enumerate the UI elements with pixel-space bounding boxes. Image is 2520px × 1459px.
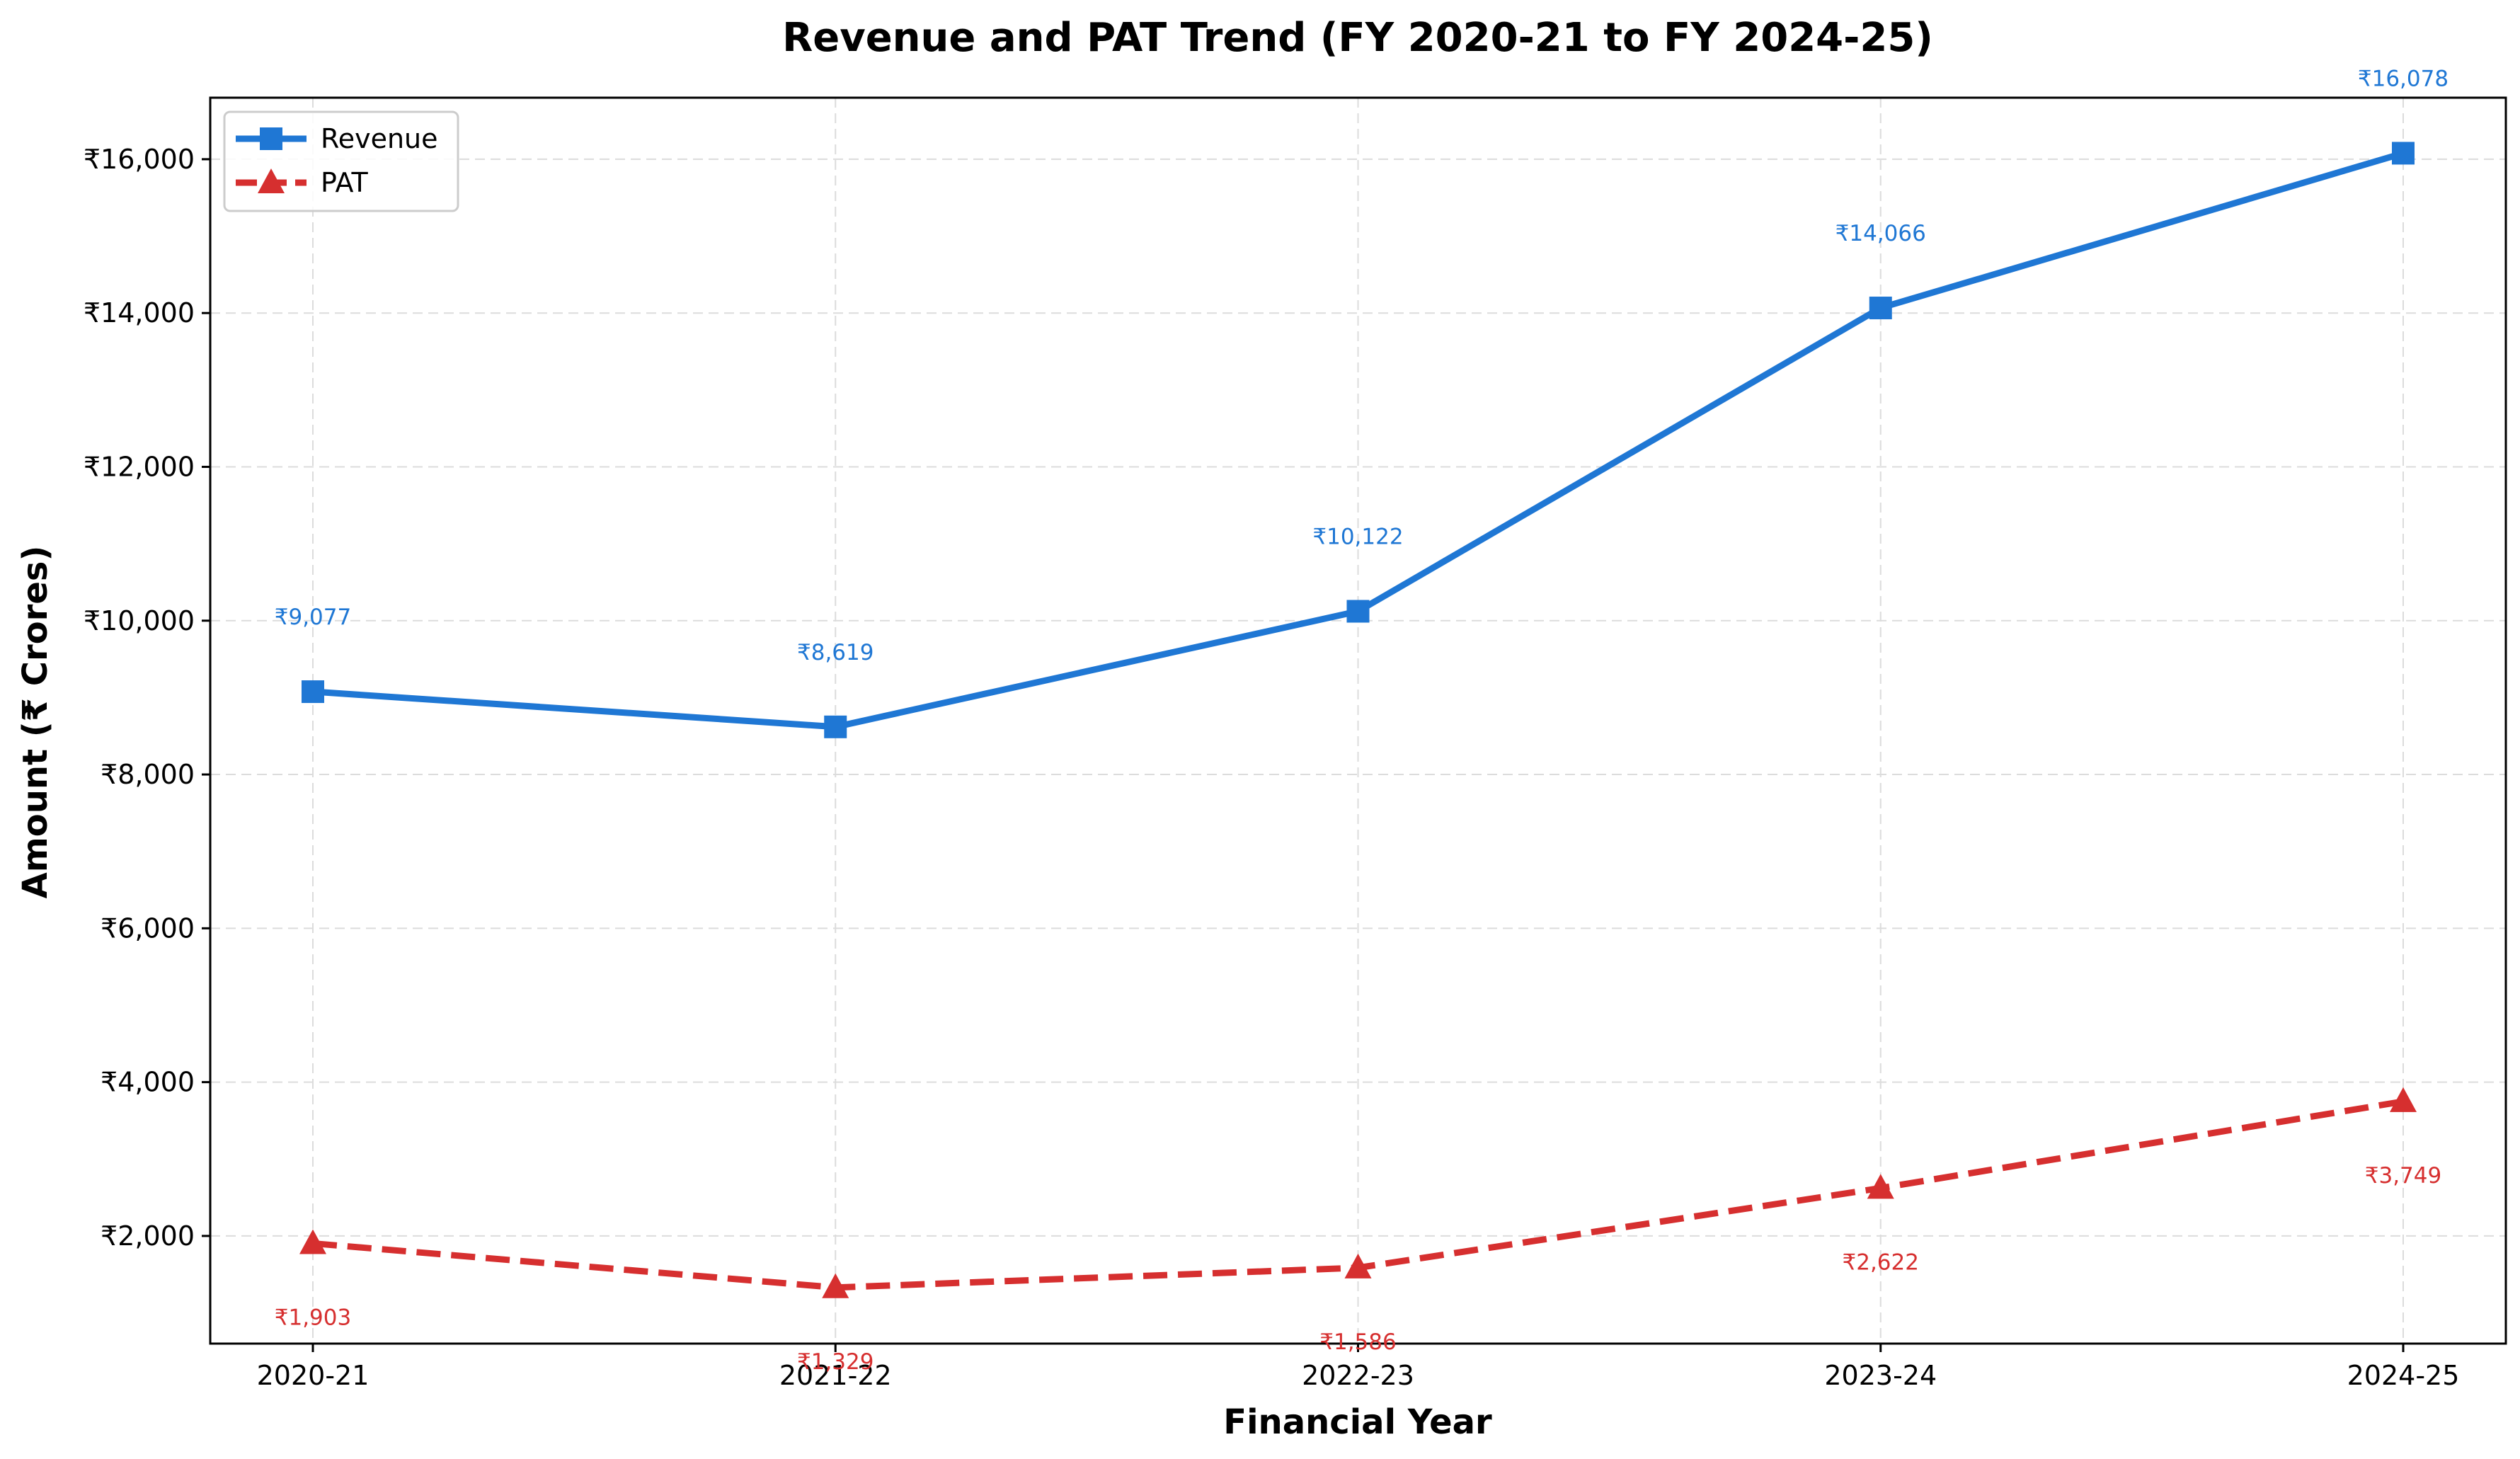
grid-layer <box>210 98 2506 1344</box>
pat-point <box>299 1229 326 1254</box>
pat-data-label: ₹1,903 <box>275 1305 351 1330</box>
y-tick-label: ₹4,000 <box>101 1067 195 1098</box>
legend: Revenue PAT <box>223 110 459 212</box>
legend-revenue-label: Revenue <box>321 123 438 154</box>
pat-data-label: ₹1,586 <box>1319 1329 1396 1355</box>
revenue-data-label: ₹9,077 <box>275 605 351 630</box>
y-tick-label: ₹14,000 <box>84 297 195 328</box>
legend-pat-marker <box>258 168 285 193</box>
pat-point <box>822 1273 849 1298</box>
y-tick-label: ₹12,000 <box>84 451 195 482</box>
y-tick-label: ₹6,000 <box>101 912 195 944</box>
x-tick-label: 2020-21 <box>257 1360 370 1391</box>
y-tick-label: ₹2,000 <box>101 1220 195 1252</box>
revenue-data-label: ₹14,066 <box>1835 221 1926 246</box>
x-tick-label: 2024-25 <box>2347 1360 2460 1391</box>
x-axis-label: Financial Year <box>1223 1402 1492 1442</box>
x-tick-label: 2023-24 <box>1824 1360 1937 1391</box>
pat-data-label: ₹3,749 <box>2365 1163 2441 1189</box>
revenue-point <box>824 715 847 738</box>
x-tick-label: 2021-22 <box>779 1360 892 1391</box>
revenue-data-label: ₹16,078 <box>2358 66 2449 91</box>
series-layer <box>299 142 2417 1298</box>
x-tick-label: 2022-23 <box>1302 1360 1414 1391</box>
revenue-data-label: ₹10,122 <box>1312 525 1403 550</box>
axes-layer: ₹2,000 ₹4,000 ₹6,000 ₹8,000 ₹10,000 ₹12,000 ₹1… <box>84 96 2507 1391</box>
pat-point <box>1344 1253 1372 1278</box>
revenue-data-label: ₹8,619 <box>797 640 874 665</box>
pat-point <box>1867 1174 1894 1199</box>
y-tick-label: ₹16,000 <box>84 144 195 175</box>
y-tick-label: ₹10,000 <box>84 605 195 636</box>
legend-revenue-marker <box>260 127 282 150</box>
pat-point <box>2390 1087 2417 1112</box>
pat-data-label: ₹1,329 <box>797 1349 874 1375</box>
revenue-point <box>1869 297 1892 320</box>
pat-data-label: ₹2,622 <box>1843 1249 1919 1275</box>
revenue-point <box>302 680 324 704</box>
y-axis-label: Amount (₹ Crores) <box>16 546 55 899</box>
data-labels-layer: ₹9,077 ₹8,619 ₹10,122 ₹14,066 ₹16,078 ₹1,903 ₹… <box>275 66 2449 1374</box>
legend-pat-label: PAT <box>321 167 369 198</box>
y-tick-label: ₹8,000 <box>101 759 195 790</box>
revenue-point <box>1346 600 1370 623</box>
revenue-point <box>2392 142 2415 165</box>
chart-title: Revenue and PAT Trend (FY 2020-21 to FY … <box>782 15 1933 61</box>
